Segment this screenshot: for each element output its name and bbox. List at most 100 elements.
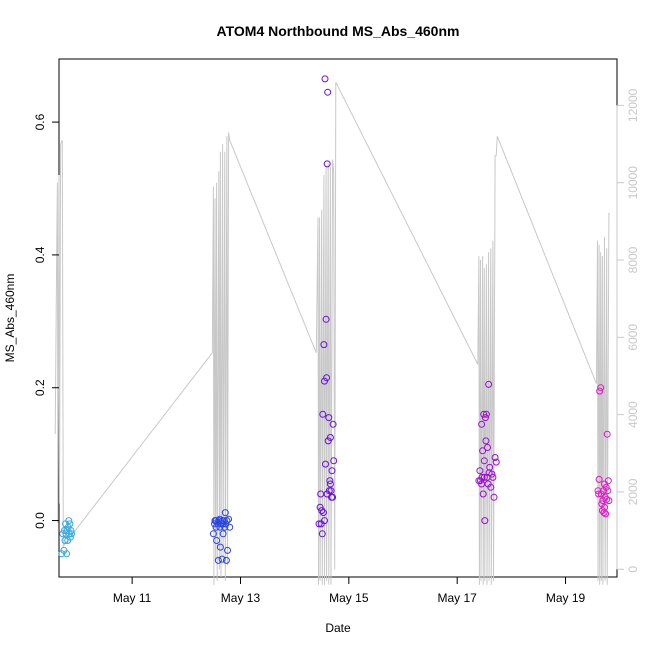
scatter-series-4 <box>475 380 500 525</box>
x-tick-label: May 19 <box>546 591 586 605</box>
data-point <box>315 520 323 528</box>
chart-title: ATOM4 Northbound MS_Abs_460nm <box>217 23 460 39</box>
data-point <box>219 520 227 528</box>
scatter-series-1 <box>58 517 75 558</box>
data-point <box>595 475 603 483</box>
scatter-series-group <box>58 75 613 564</box>
data-point <box>601 503 608 511</box>
data-point <box>318 530 326 538</box>
data-point <box>63 550 71 558</box>
data-point <box>489 473 497 481</box>
data-point <box>320 341 328 349</box>
data-point <box>326 477 334 485</box>
data-point <box>484 444 491 451</box>
depth-line-series <box>54 81 610 585</box>
y2-tick-label: 0 <box>626 566 640 573</box>
data-point <box>209 530 217 538</box>
y-tick-label: 0.2 <box>33 379 47 396</box>
data-point <box>604 487 612 495</box>
data-point <box>61 537 69 544</box>
data-point <box>319 410 327 418</box>
data-point <box>219 530 227 538</box>
x-tick-label: May 13 <box>221 591 261 605</box>
data-point <box>316 503 324 511</box>
data-point <box>482 437 490 445</box>
data-point <box>480 473 488 481</box>
data-point <box>476 467 484 475</box>
y-axis-label: MS_Abs_460nm <box>3 274 17 363</box>
data-point <box>329 493 337 501</box>
y2-tick-label: 8000 <box>626 246 640 273</box>
y-axis-right: 0 2000 4000 6000 8000 10000 12000 <box>616 88 640 573</box>
data-point <box>221 523 229 531</box>
data-point <box>68 530 75 538</box>
y-axis-left: 0.0 0.2 0.4 0.6 <box>33 113 59 529</box>
y2-tick-label: 10000 <box>626 166 640 200</box>
data-point <box>218 555 226 563</box>
data-point <box>323 374 331 382</box>
data-point <box>478 420 486 428</box>
data-point <box>479 490 487 498</box>
data-point <box>211 520 218 528</box>
y2-tick-label: 12000 <box>626 88 640 122</box>
data-point <box>321 517 328 525</box>
data-point <box>319 509 327 517</box>
y-tick-label: 0.6 <box>33 113 47 130</box>
x-tick-label: May 11 <box>113 591 152 605</box>
data-point <box>66 520 74 528</box>
data-point <box>596 387 604 395</box>
y2-tick-label: 4000 <box>626 401 640 428</box>
data-point <box>603 430 611 438</box>
data-point <box>602 510 610 518</box>
data-point <box>222 556 230 564</box>
x-tick-label: May 15 <box>329 591 369 605</box>
data-point <box>492 458 500 466</box>
data-point <box>224 546 231 554</box>
data-point <box>322 460 329 468</box>
y-tick-label: 0.4 <box>33 246 47 263</box>
x-tick-label: May 17 <box>438 591 478 605</box>
data-point <box>216 515 224 523</box>
data-point <box>323 160 331 168</box>
scatter-series-3 <box>315 75 338 538</box>
data-point <box>326 434 334 441</box>
y2-tick-label: 6000 <box>626 324 640 351</box>
data-point <box>330 457 338 465</box>
data-point <box>602 483 610 491</box>
y-tick-label: 0.0 <box>33 512 47 529</box>
data-point <box>480 457 488 465</box>
data-point <box>479 447 487 455</box>
data-point <box>488 470 496 478</box>
data-point <box>600 509 608 517</box>
data-point <box>328 467 336 475</box>
data-point <box>325 414 333 422</box>
data-point <box>65 530 73 538</box>
data-point <box>212 517 220 525</box>
data-point <box>220 517 228 525</box>
data-point <box>478 473 486 481</box>
data-point <box>595 490 603 498</box>
plot-area-box <box>58 58 618 578</box>
data-point <box>490 493 498 501</box>
data-point <box>67 527 75 534</box>
scatter-series-5 <box>594 384 613 518</box>
data-point <box>326 480 334 488</box>
data-point <box>481 517 489 525</box>
data-point <box>324 88 332 96</box>
data-point <box>486 463 494 471</box>
data-point <box>323 490 331 498</box>
data-point <box>604 477 612 485</box>
scatter-series-2 <box>209 509 234 564</box>
data-point <box>214 556 222 564</box>
data-point <box>597 384 605 392</box>
data-point <box>216 543 224 551</box>
data-point <box>480 410 488 418</box>
x-axis: May 11 May 13 May 15 May 17 May 19 <box>113 577 586 605</box>
data-point <box>481 414 489 422</box>
data-point <box>226 523 234 531</box>
data-point <box>66 533 74 541</box>
data-point <box>213 537 221 544</box>
data-point <box>65 517 73 525</box>
data-point <box>605 497 613 505</box>
data-point <box>491 454 499 461</box>
